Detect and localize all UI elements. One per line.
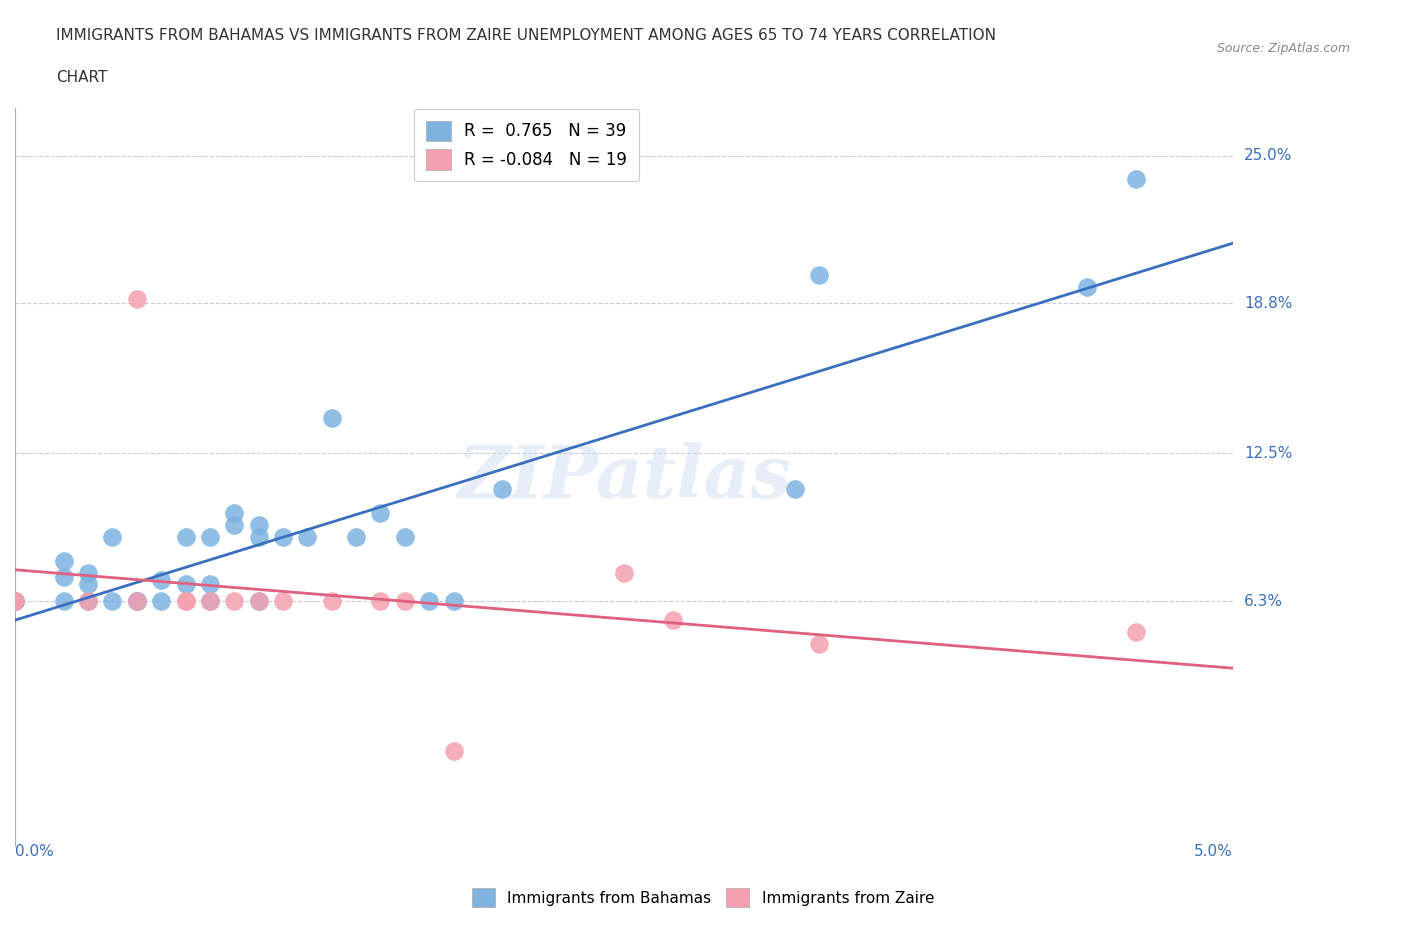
Point <box>247 593 270 608</box>
Point <box>418 593 440 608</box>
Point <box>370 593 392 608</box>
Point <box>224 593 246 608</box>
Text: Source: ZipAtlas.com: Source: ZipAtlas.com <box>1216 42 1350 55</box>
Point <box>150 572 173 587</box>
Point <box>344 529 367 544</box>
Point <box>77 565 100 580</box>
Point <box>783 482 806 497</box>
Text: 18.8%: 18.8% <box>1244 296 1292 311</box>
Text: 12.5%: 12.5% <box>1244 445 1292 461</box>
Point <box>4 593 27 608</box>
Point <box>807 267 830 282</box>
Point <box>125 593 148 608</box>
Point <box>247 593 270 608</box>
Point <box>1076 279 1098 294</box>
Point <box>4 593 27 608</box>
Point <box>297 529 319 544</box>
Point <box>394 593 416 608</box>
Point <box>77 577 100 591</box>
Point <box>443 593 465 608</box>
Point <box>150 593 173 608</box>
Text: CHART: CHART <box>56 70 108 85</box>
Point <box>52 553 75 568</box>
Text: ZIPatlas: ZIPatlas <box>457 442 792 512</box>
Legend: R =  0.765   N = 39, R = -0.084   N = 19: R = 0.765 N = 39, R = -0.084 N = 19 <box>415 109 638 181</box>
Point <box>77 593 100 608</box>
Point <box>370 506 392 521</box>
Point <box>247 517 270 532</box>
Point <box>4 593 27 608</box>
Text: 0.0%: 0.0% <box>15 844 53 859</box>
Point <box>1125 625 1147 640</box>
Point <box>174 577 197 591</box>
Point <box>4 593 27 608</box>
Point <box>394 529 416 544</box>
Point <box>174 593 197 608</box>
Point <box>125 593 148 608</box>
Point <box>198 593 221 608</box>
Point <box>101 529 124 544</box>
Point <box>77 593 100 608</box>
Point <box>443 744 465 759</box>
Point <box>271 593 294 608</box>
Point <box>101 593 124 608</box>
Point <box>1125 172 1147 187</box>
Text: 6.3%: 6.3% <box>1244 593 1284 608</box>
Point <box>174 593 197 608</box>
Point <box>125 593 148 608</box>
Point <box>247 529 270 544</box>
Point <box>224 517 246 532</box>
Point <box>52 570 75 585</box>
Point <box>4 593 27 608</box>
Text: 25.0%: 25.0% <box>1244 148 1292 163</box>
Point <box>271 529 294 544</box>
Point <box>321 593 343 608</box>
Text: 5.0%: 5.0% <box>1194 844 1233 859</box>
Point <box>198 577 221 591</box>
Point <box>321 410 343 425</box>
Point <box>198 529 221 544</box>
Point <box>174 529 197 544</box>
Point <box>613 565 636 580</box>
Point <box>224 506 246 521</box>
Point <box>807 636 830 651</box>
Point <box>491 482 513 497</box>
Point <box>52 593 75 608</box>
Point <box>125 291 148 306</box>
Point <box>661 613 683 628</box>
Text: IMMIGRANTS FROM BAHAMAS VS IMMIGRANTS FROM ZAIRE UNEMPLOYMENT AMONG AGES 65 TO 7: IMMIGRANTS FROM BAHAMAS VS IMMIGRANTS FR… <box>56 28 997 43</box>
Legend: Immigrants from Bahamas, Immigrants from Zaire: Immigrants from Bahamas, Immigrants from… <box>465 883 941 913</box>
Point <box>125 593 148 608</box>
Point <box>198 593 221 608</box>
